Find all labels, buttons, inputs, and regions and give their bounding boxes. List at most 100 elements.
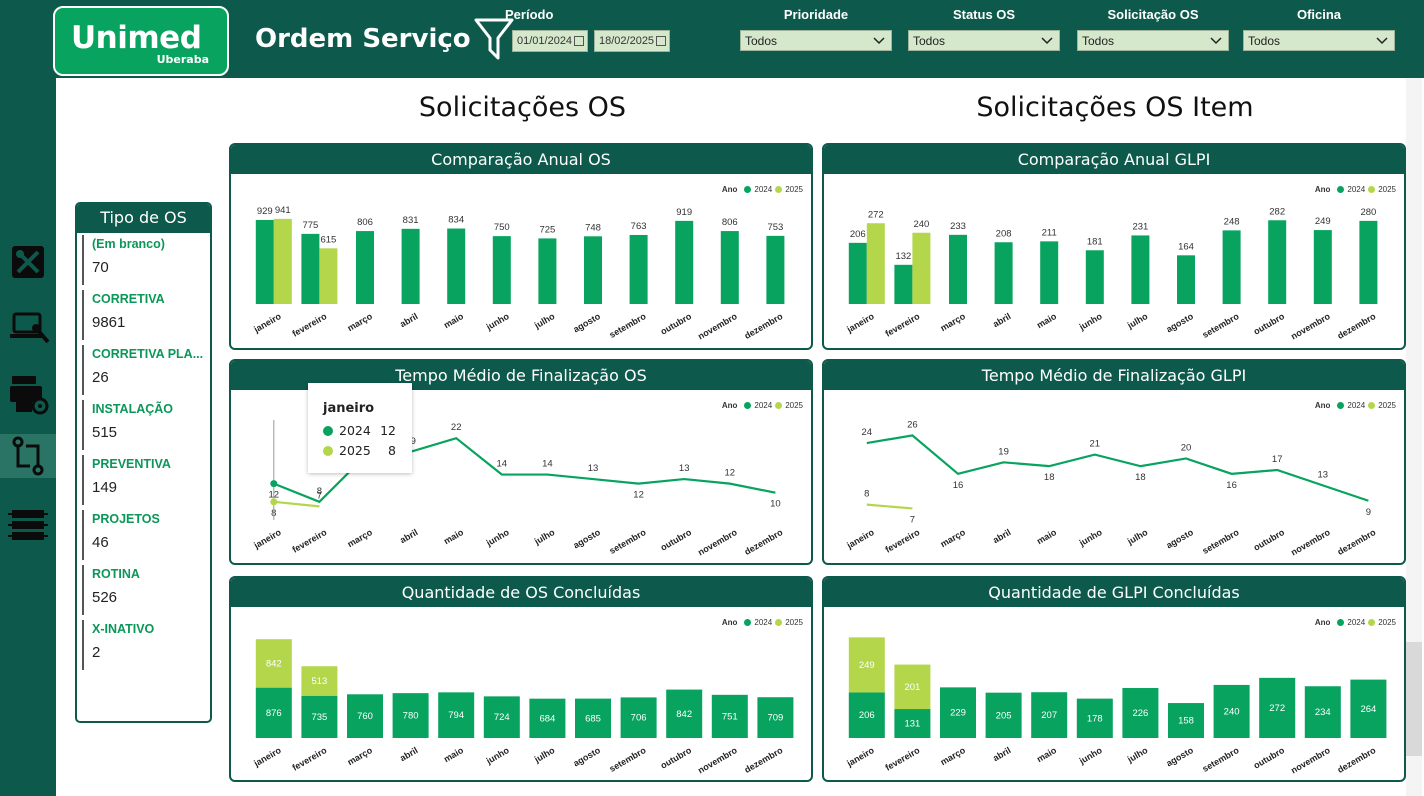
- bar-2024[interactable]: [629, 234, 648, 304]
- bar-2024[interactable]: [1085, 250, 1104, 304]
- chart-legend[interactable]: Ano 2024 2025: [722, 401, 803, 410]
- chart-tempo-medio-os[interactable]: janeiro fevereiro março abril maio junho julho…: [231, 390, 811, 565]
- filter-select-oficina[interactable]: Todos: [1243, 30, 1395, 51]
- bar-2025[interactable]: [301, 666, 338, 696]
- bar-2024[interactable]: [1222, 230, 1241, 304]
- bar-2025[interactable]: [848, 637, 885, 693]
- line-2025[interactable]: [866, 503, 913, 510]
- bar-2024[interactable]: [985, 692, 1022, 738]
- bar-2024[interactable]: [620, 697, 657, 738]
- bar-2024[interactable]: [1304, 686, 1341, 738]
- chart-comparacao-anual-glpi[interactable]: janeiro fevereiro março abril maio junho julho…: [824, 174, 1404, 349]
- tipo-os-item[interactable]: PREVENTIVA 149: [82, 455, 210, 505]
- chart-tempo-medio-glpi[interactable]: janeiro fevereiro março abril maio junho julho…: [824, 390, 1404, 565]
- tipo-os-label: X-INATIVO: [92, 622, 155, 636]
- bar-2024[interactable]: [766, 235, 785, 304]
- bar-2024[interactable]: [438, 692, 475, 738]
- bar-2024[interactable]: [356, 231, 374, 304]
- tipo-os-item[interactable]: CORRETIVA 9861: [82, 290, 210, 340]
- bar-2025[interactable]: [273, 218, 292, 304]
- panel-title: Quantidade de OS Concluídas: [231, 578, 811, 607]
- bar-2024[interactable]: [1076, 698, 1113, 738]
- x-tick-label: março: [939, 527, 968, 549]
- bar-2025[interactable]: [319, 248, 338, 304]
- bar-2025[interactable]: [866, 223, 885, 304]
- bar-2024[interactable]: [255, 219, 274, 304]
- chart-legend[interactable]: Ano 2024 2025: [1315, 185, 1396, 194]
- transfer-arrows-icon[interactable]: [0, 434, 56, 478]
- bar-2024[interactable]: [848, 242, 867, 304]
- bar-2024[interactable]: [711, 694, 748, 738]
- bar-2024[interactable]: [584, 236, 602, 304]
- bar-2024[interactable]: [1268, 220, 1287, 304]
- laptop-wrench-icon[interactable]: [0, 306, 56, 350]
- bar-2024[interactable]: [392, 693, 429, 738]
- chart-legend[interactable]: Ano 2024 2025: [722, 618, 803, 627]
- line-2024[interactable]: [866, 434, 1369, 502]
- tipo-os-item[interactable]: (Em branco) 70: [82, 235, 210, 285]
- chart-legend[interactable]: Ano 2024 2025: [1315, 618, 1396, 627]
- chart-legend[interactable]: Ano 2024 2025: [1315, 401, 1396, 410]
- data-label: 17: [1272, 454, 1283, 465]
- bar-2024[interactable]: [1131, 235, 1150, 304]
- bar-2024[interactable]: [1031, 692, 1068, 738]
- tipo-os-item[interactable]: X-INATIVO 2: [82, 620, 210, 670]
- bar-2024[interactable]: [447, 228, 466, 304]
- bar-2024[interactable]: [1313, 230, 1332, 304]
- bar-2024[interactable]: [401, 228, 420, 304]
- tipo-os-item[interactable]: PROJETOS 46: [82, 510, 210, 560]
- calendar-icon[interactable]: [656, 36, 666, 46]
- date-end-input[interactable]: 18/02/2025: [594, 30, 670, 52]
- tipo-os-item[interactable]: CORRETIVA PLA... 26: [82, 345, 210, 395]
- page-scrollbar-thumb[interactable]: [1406, 642, 1422, 756]
- bar-2024[interactable]: [675, 220, 694, 304]
- server-rack-icon[interactable]: [0, 504, 56, 548]
- bar-2024[interactable]: [1040, 241, 1059, 304]
- bar-2024[interactable]: [1213, 684, 1250, 738]
- bar-2024[interactable]: [940, 687, 976, 738]
- bar-2024[interactable]: [894, 264, 913, 304]
- bar-2024[interactable]: [483, 696, 520, 738]
- bar-2024[interactable]: [994, 242, 1013, 304]
- filter-select-prioridade[interactable]: Todos: [740, 30, 892, 51]
- chart-legend[interactable]: Ano 2024 2025: [722, 185, 803, 194]
- page-scroll-track[interactable]: [1406, 78, 1422, 796]
- unimed-logo: Unimed Uberaba: [53, 6, 229, 76]
- bar-2024[interactable]: [529, 698, 566, 738]
- bar-2025[interactable]: [912, 232, 931, 304]
- bar-2024[interactable]: [1168, 703, 1204, 738]
- bar-2024[interactable]: [1259, 677, 1296, 738]
- bar-2024[interactable]: [255, 687, 292, 738]
- bar-2024[interactable]: [575, 698, 611, 738]
- bar-2024[interactable]: [848, 692, 885, 738]
- chart-comparacao-anual-os[interactable]: janeiro fevereiro março abril maio junho julho…: [231, 174, 811, 349]
- bar-2024[interactable]: [757, 697, 794, 738]
- bar-2024[interactable]: [666, 689, 703, 738]
- filter-funnel-icon[interactable]: [474, 18, 514, 62]
- bar-2024[interactable]: [301, 695, 338, 738]
- date-start-input[interactable]: 01/01/2024: [512, 30, 588, 52]
- bar-2024[interactable]: [1350, 679, 1387, 738]
- bar-2024[interactable]: [894, 709, 931, 738]
- tools-cross-icon[interactable]: [0, 240, 56, 284]
- tipo-os-item[interactable]: INSTALAÇÃO 515: [82, 400, 210, 450]
- line-2025[interactable]: [273, 500, 320, 508]
- printer-gear-icon[interactable]: [0, 372, 56, 416]
- bar-2024[interactable]: [1122, 688, 1159, 738]
- bar-2024[interactable]: [720, 231, 739, 304]
- bar-2024[interactable]: [1359, 220, 1378, 304]
- bar-2024[interactable]: [301, 233, 320, 304]
- bar-2025[interactable]: [255, 639, 292, 688]
- bar-2025[interactable]: [894, 664, 931, 710]
- chart-quantidade-glpi-concluidas[interactable]: janeiro fevereiro março abril maio junho julho…: [824, 607, 1404, 782]
- bar-2024[interactable]: [1177, 255, 1195, 304]
- bar-2024[interactable]: [347, 694, 383, 738]
- bar-2024[interactable]: [538, 238, 557, 304]
- bar-2024[interactable]: [492, 236, 511, 304]
- bar-2024[interactable]: [949, 234, 967, 304]
- tipo-os-item[interactable]: ROTINA 526: [82, 565, 210, 615]
- filter-select-status[interactable]: Todos: [908, 30, 1060, 51]
- chart-quantidade-os-concluidas[interactable]: janeiro fevereiro março abril maio junho julho…: [231, 607, 811, 782]
- calendar-icon[interactable]: [574, 36, 584, 46]
- filter-select-solicitacao[interactable]: Todos: [1077, 30, 1229, 51]
